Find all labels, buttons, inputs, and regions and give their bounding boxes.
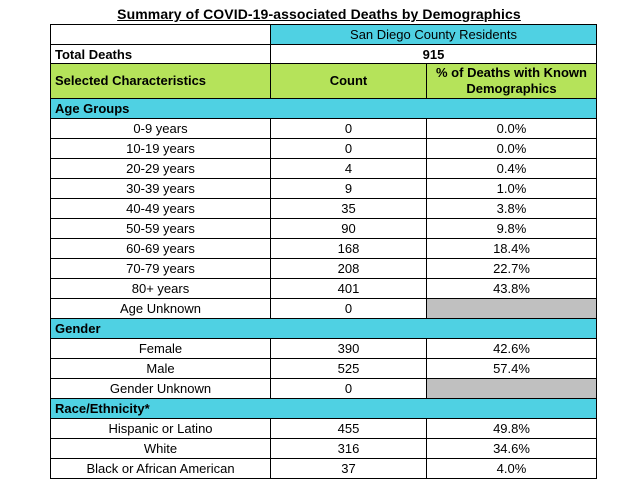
row-count: 0 xyxy=(270,298,427,319)
table-row: Hispanic or Latino 455 49.8% xyxy=(50,418,597,439)
section-header-gender: Gender xyxy=(50,318,597,339)
table-row: 60-69 years 168 18.4% xyxy=(50,238,597,259)
population-header-row: San Diego County Residents xyxy=(50,24,597,45)
row-count: 316 xyxy=(270,438,427,459)
total-deaths-label: Total Deaths xyxy=(50,44,271,64)
demographics-table: San Diego County Residents Total Deaths … xyxy=(50,24,597,479)
row-count: 168 xyxy=(270,238,427,259)
row-percent: 49.8% xyxy=(426,418,597,439)
table-row: 70-79 years 208 22.7% xyxy=(50,258,597,279)
row-count: 401 xyxy=(270,278,427,299)
row-count: 37 xyxy=(270,458,427,479)
row-label: 0-9 years xyxy=(50,118,271,139)
row-count: 0 xyxy=(270,118,427,139)
row-percent: 57.4% xyxy=(426,358,597,379)
column-header-count: Count xyxy=(270,63,427,99)
table-row: Gender Unknown 0 xyxy=(50,378,597,399)
section-header-age: Age Groups xyxy=(50,98,597,119)
row-count: 0 xyxy=(270,138,427,159)
row-count: 9 xyxy=(270,178,427,199)
row-count: 90 xyxy=(270,218,427,239)
row-count: 0 xyxy=(270,378,427,399)
row-label: 50-59 years xyxy=(50,218,271,239)
row-count: 525 xyxy=(270,358,427,379)
row-label: Female xyxy=(50,338,271,359)
row-count: 455 xyxy=(270,418,427,439)
row-percent-unknown xyxy=(426,298,597,319)
table-row: White 316 34.6% xyxy=(50,438,597,459)
row-label: 60-69 years xyxy=(50,238,271,259)
table-row: 30-39 years 9 1.0% xyxy=(50,178,597,199)
row-label: 20-29 years xyxy=(50,158,271,179)
blank-cell xyxy=(50,24,271,45)
table-row: Age Unknown 0 xyxy=(50,298,597,319)
total-deaths-value: 915 xyxy=(270,44,597,64)
column-header-row: Selected Characteristics Count % of Deat… xyxy=(50,63,597,99)
table-row: Black or African American 37 4.0% xyxy=(50,458,597,479)
row-count: 4 xyxy=(270,158,427,179)
row-percent: 34.6% xyxy=(426,438,597,459)
row-percent: 22.7% xyxy=(426,258,597,279)
column-header-percent: % of Deaths with Known Demographics xyxy=(426,63,597,99)
row-percent: 43.8% xyxy=(426,278,597,299)
total-deaths-row: Total Deaths 915 xyxy=(50,44,597,64)
table-row: 80+ years 401 43.8% xyxy=(50,278,597,299)
table-row: Male 525 57.4% xyxy=(50,358,597,379)
row-label: Hispanic or Latino xyxy=(50,418,271,439)
row-count: 208 xyxy=(270,258,427,279)
table-row: 20-29 years 4 0.4% xyxy=(50,158,597,179)
row-percent-unknown xyxy=(426,378,597,399)
section-header-row-gender: Gender xyxy=(50,318,597,339)
table-row: Female 390 42.6% xyxy=(50,338,597,359)
row-percent: 4.0% xyxy=(426,458,597,479)
page-title: Summary of COVID-19-associated Deaths by… xyxy=(117,6,521,22)
row-label: Age Unknown xyxy=(50,298,271,319)
row-label: Gender Unknown xyxy=(50,378,271,399)
row-percent: 42.6% xyxy=(426,338,597,359)
row-percent: 3.8% xyxy=(426,198,597,219)
row-label: 10-19 years xyxy=(50,138,271,159)
row-label: 70-79 years xyxy=(50,258,271,279)
row-label: Black or African American xyxy=(50,458,271,479)
section-header-race: Race/Ethnicity* xyxy=(50,398,597,419)
row-label: 80+ years xyxy=(50,278,271,299)
table-row: 50-59 years 90 9.8% xyxy=(50,218,597,239)
section-header-row-age: Age Groups xyxy=(50,98,597,119)
row-percent: 0.0% xyxy=(426,138,597,159)
row-label: 40-49 years xyxy=(50,198,271,219)
table-row: 10-19 years 0 0.0% xyxy=(50,138,597,159)
row-label: 30-39 years xyxy=(50,178,271,199)
table-row: 0-9 years 0 0.0% xyxy=(50,118,597,139)
column-header-characteristic: Selected Characteristics xyxy=(50,63,271,99)
section-header-row-race: Race/Ethnicity* xyxy=(50,398,597,419)
row-label: White xyxy=(50,438,271,459)
row-label: Male xyxy=(50,358,271,379)
row-percent: 0.0% xyxy=(426,118,597,139)
row-percent: 0.4% xyxy=(426,158,597,179)
row-count: 35 xyxy=(270,198,427,219)
row-percent: 9.8% xyxy=(426,218,597,239)
row-percent: 1.0% xyxy=(426,178,597,199)
population-label: San Diego County Residents xyxy=(270,24,597,45)
table-row: 40-49 years 35 3.8% xyxy=(50,198,597,219)
row-count: 390 xyxy=(270,338,427,359)
row-percent: 18.4% xyxy=(426,238,597,259)
